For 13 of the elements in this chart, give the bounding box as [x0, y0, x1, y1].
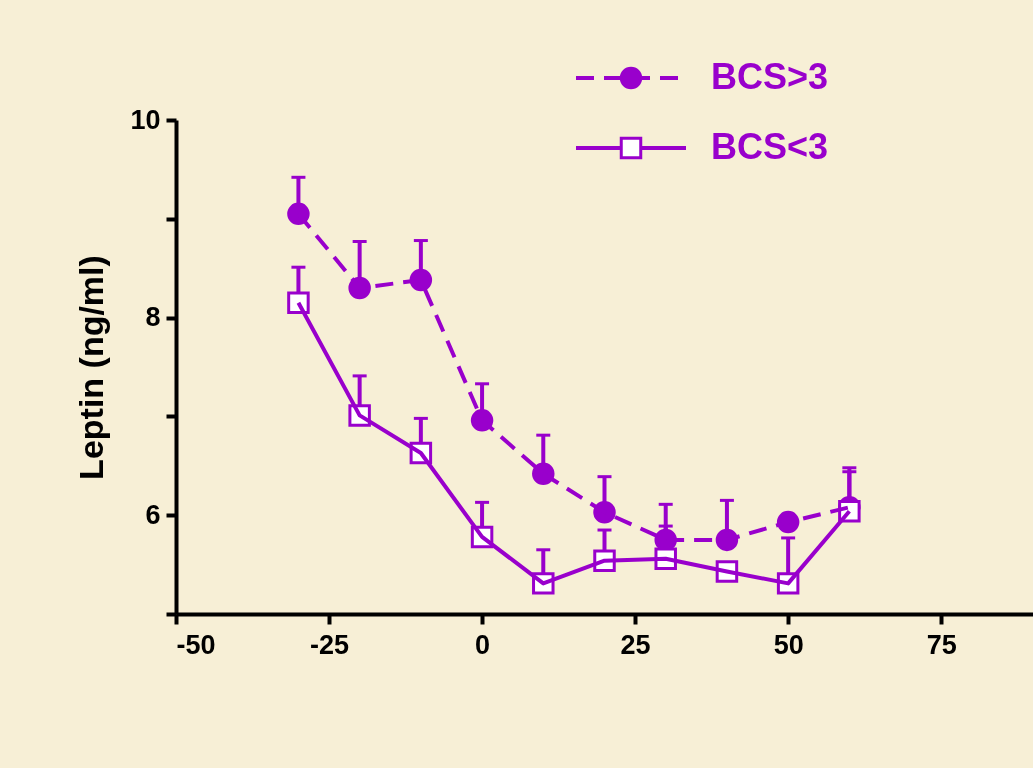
y-tick-label: 6	[145, 499, 161, 530]
x-tick-label: -25	[310, 629, 350, 660]
x-tick-label: 75	[926, 629, 957, 660]
x-tick-label: 25	[620, 629, 651, 660]
y-axis-title: Leptin (ng/ml)	[72, 255, 111, 480]
y-tick-label: 8	[145, 302, 161, 333]
x-tick-label: 0	[475, 629, 491, 660]
y-tick-label: 10	[130, 104, 161, 135]
x-tick-label: 50	[773, 629, 804, 660]
x-tick-label: -50	[176, 629, 216, 660]
legend-label: BCS>3	[711, 56, 829, 97]
point	[287, 202, 310, 226]
legend-label: BCS<3	[711, 126, 829, 167]
